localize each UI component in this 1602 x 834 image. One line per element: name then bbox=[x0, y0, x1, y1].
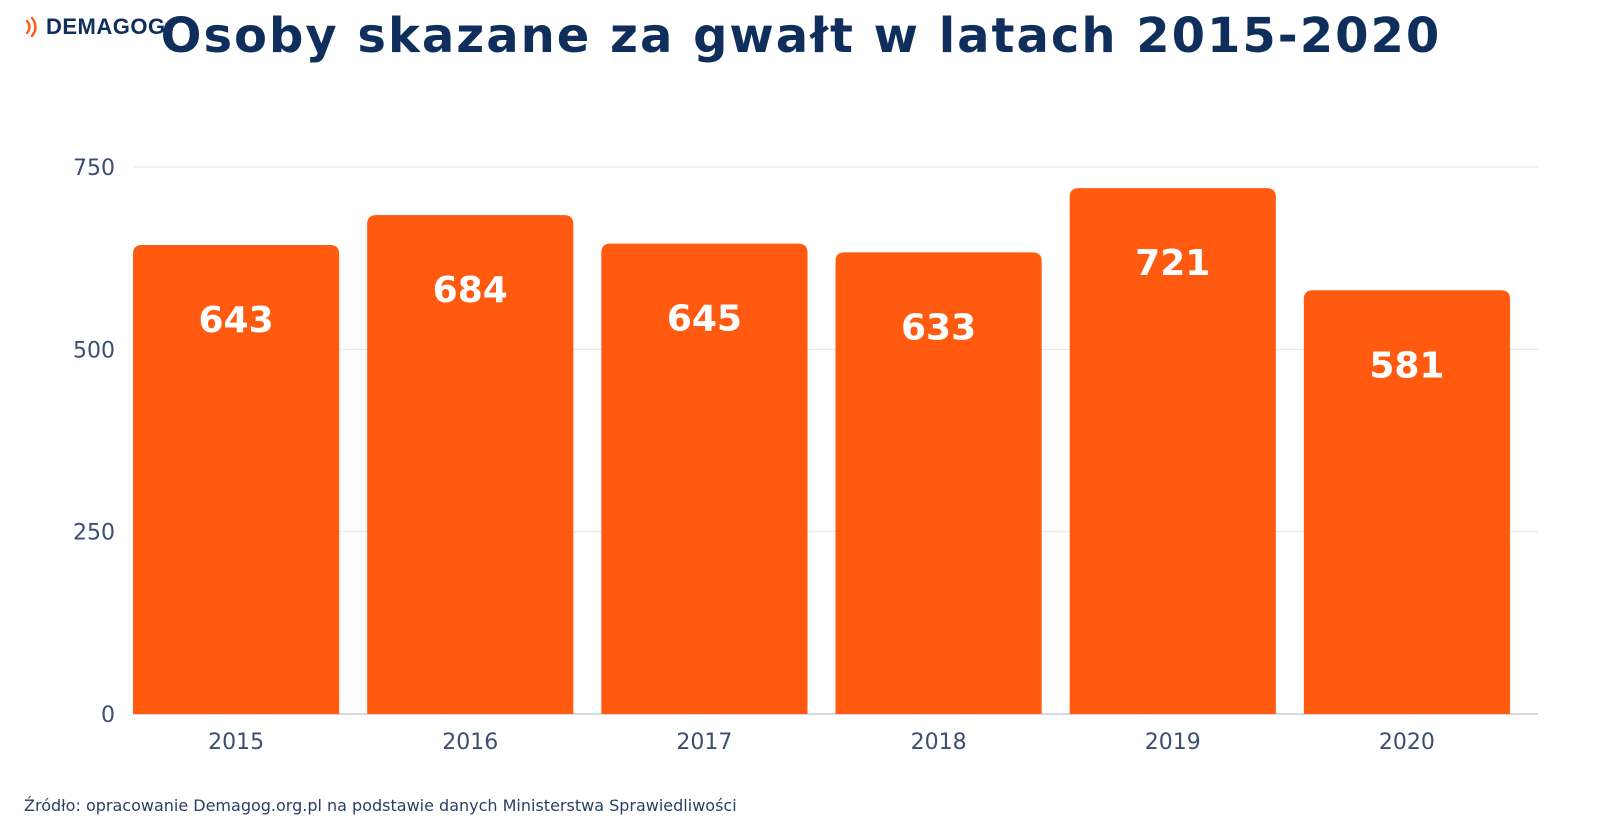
y-tick-label: 0 bbox=[101, 703, 115, 728]
chart-title: Osoby skazane za gwałt w latach 2015-202… bbox=[160, 8, 1442, 64]
x-tick-label: 2016 bbox=[442, 730, 498, 755]
brand-logo: DEMAGOG bbox=[24, 14, 166, 40]
y-tick-label: 500 bbox=[73, 338, 115, 363]
bar bbox=[1069, 188, 1276, 715]
bar bbox=[835, 252, 1042, 714]
bar-value-label: 633 bbox=[901, 307, 976, 348]
bar bbox=[133, 245, 340, 714]
bar-value-label: 581 bbox=[1369, 345, 1444, 386]
bar-value-label: 643 bbox=[199, 300, 274, 341]
broadcast-icon bbox=[25, 16, 37, 38]
x-tick-label: 2017 bbox=[676, 730, 732, 755]
x-tick-label: 2019 bbox=[1145, 730, 1201, 755]
bar bbox=[367, 215, 574, 715]
bar-value-label: 684 bbox=[433, 270, 508, 311]
brand-name: DEMAGOG bbox=[46, 14, 166, 39]
source-note: Źródło: opracowanie Demagog.org.pl na po… bbox=[24, 796, 737, 815]
x-tick-label: 2015 bbox=[208, 730, 264, 755]
x-tick-label: 2020 bbox=[1379, 730, 1435, 755]
y-tick-label: 250 bbox=[73, 521, 115, 546]
y-tick-label: 750 bbox=[73, 156, 115, 181]
x-tick-label: 2018 bbox=[911, 730, 967, 755]
bar bbox=[1303, 290, 1510, 714]
bar-value-label: 645 bbox=[667, 299, 742, 340]
bar bbox=[601, 243, 808, 714]
bar-value-label: 721 bbox=[1135, 243, 1210, 284]
